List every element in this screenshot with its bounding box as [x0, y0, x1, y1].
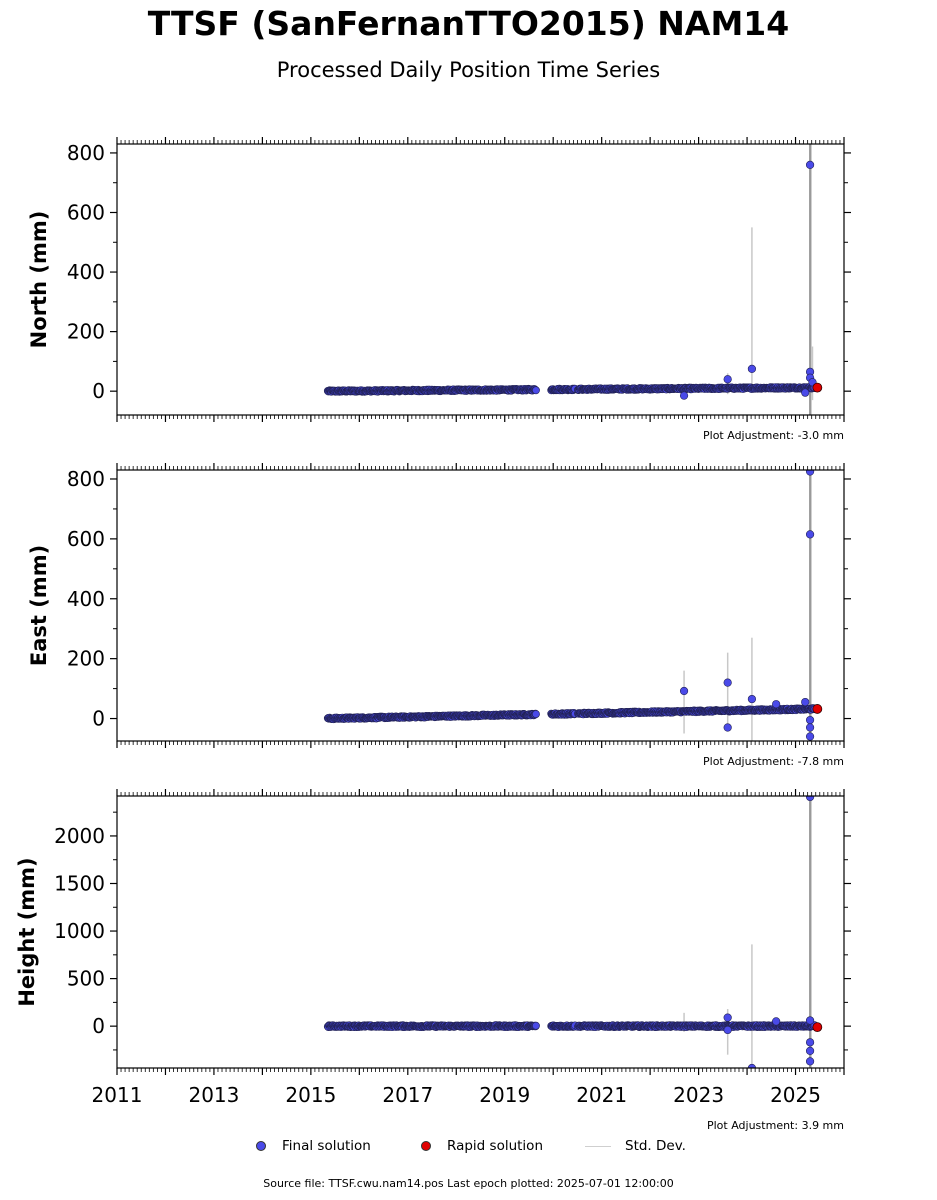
y-tick-label: 600 [67, 527, 105, 551]
final-solution-point [723, 1013, 732, 1022]
north-adjustment-label: Plot Adjustment: -3.0 mm [703, 429, 844, 442]
y-tick-label: 1000 [54, 919, 105, 943]
legend: Final solution Rapid solution Std. Dev. [0, 1138, 937, 1158]
chart-subtitle: Processed Daily Position Time Series [276, 58, 661, 82]
x-tick-label: 2013 [188, 1083, 239, 1107]
y-tick-label: 600 [67, 200, 105, 224]
final-solution-point [532, 386, 540, 395]
y-tick-label: 1500 [54, 871, 105, 895]
north-frame [116, 143, 845, 416]
rapid-solution-point [812, 704, 823, 714]
final-solution-point [747, 364, 757, 373]
rapid-solution-marker-icon [421, 1141, 431, 1151]
y-tick-label: 0 [92, 379, 105, 403]
x-tick-label: 2021 [576, 1083, 627, 1107]
final-solution-point [805, 530, 815, 539]
final-solution-point [805, 796, 815, 802]
final-solution-point [723, 1025, 732, 1035]
final-solution-point [801, 697, 810, 707]
chart-title: TTSF (SanFernanTTO2015) NAM14 [147, 4, 790, 43]
final-solution-point [723, 375, 732, 384]
final-solution-point [532, 1021, 540, 1030]
height-adjustment-label: Plot Adjustment: 3.9 mm [706, 1119, 844, 1132]
final-solution-point [805, 1046, 815, 1055]
east-y-axis-label: East (mm) [27, 545, 51, 666]
x-tick-label: 2023 [673, 1083, 724, 1107]
x-tick-label: 2011 [92, 1083, 143, 1107]
final-solution-point [805, 1038, 815, 1047]
north-panel: 0 200 400 600 800 North (mm) [27, 137, 851, 422]
final-solution-point [679, 391, 689, 400]
final-solution-point [805, 1016, 815, 1025]
east-panel: 0 200 400 600 800 East (mm) [27, 463, 851, 748]
final-solution-point [723, 678, 732, 687]
x-tick-label: 2025 [770, 1083, 821, 1107]
y-tick-label: 2000 [54, 824, 105, 848]
y-tick-label: 800 [67, 141, 105, 165]
final-solution-point [805, 723, 815, 732]
y-tick-label: 800 [67, 467, 105, 491]
legend-rapid: Rapid solution [421, 1138, 543, 1154]
final-solution-point [679, 686, 689, 696]
final-solution-point [747, 694, 757, 704]
final-solution-point [772, 1017, 781, 1026]
final-solution-point [805, 715, 815, 725]
y-tick-label: 0 [92, 1014, 105, 1038]
final-solution-point [772, 700, 781, 709]
std-dev-line-icon [585, 1145, 611, 1147]
legend-std: Std. Dev. [585, 1138, 686, 1154]
x-tick-label: 2017 [382, 1083, 433, 1107]
rapid-solution-point [812, 1022, 823, 1033]
legend-rapid-label: Rapid solution [447, 1138, 543, 1154]
y-tick-label: 500 [67, 967, 105, 991]
y-tick-label: 200 [67, 647, 105, 671]
y-tick-label: 400 [67, 260, 105, 284]
y-tick-label: 200 [67, 320, 105, 344]
north-y-axis-label: North (mm) [27, 211, 51, 349]
final-solution-point [805, 1057, 815, 1066]
y-tick-label: 0 [92, 707, 105, 731]
final-solution-point [805, 732, 815, 741]
east-frame [116, 469, 845, 742]
final-solution-point [801, 388, 810, 397]
source-footer: Source file: TTSF.cwu.nam14.pos Last epo… [263, 1177, 674, 1190]
rapid-solution-point [812, 382, 823, 393]
legend-final: Final solution [256, 1138, 371, 1154]
final-solution-point [805, 160, 815, 169]
y-tick-label: 400 [67, 587, 105, 611]
legend-std-label: Std. Dev. [625, 1138, 686, 1154]
height-panel: 0 500 1000 1500 2000 2011 2013 2015 2017 2019 2021… [15, 789, 851, 1107]
final-solution-point [723, 723, 732, 732]
east-data-area [323, 470, 823, 741]
height-data-area [323, 796, 823, 1068]
final-solution-point [532, 710, 540, 718]
north-data-area [323, 144, 823, 415]
final-solution-marker-icon [256, 1141, 266, 1151]
x-tick-label: 2015 [285, 1083, 336, 1107]
legend-final-label: Final solution [282, 1138, 371, 1154]
height-y-axis-label: Height (mm) [15, 857, 39, 1006]
final-solution-point [805, 470, 815, 476]
x-tick-label: 2019 [479, 1083, 530, 1107]
east-adjustment-label: Plot Adjustment: -7.8 mm [703, 755, 844, 768]
